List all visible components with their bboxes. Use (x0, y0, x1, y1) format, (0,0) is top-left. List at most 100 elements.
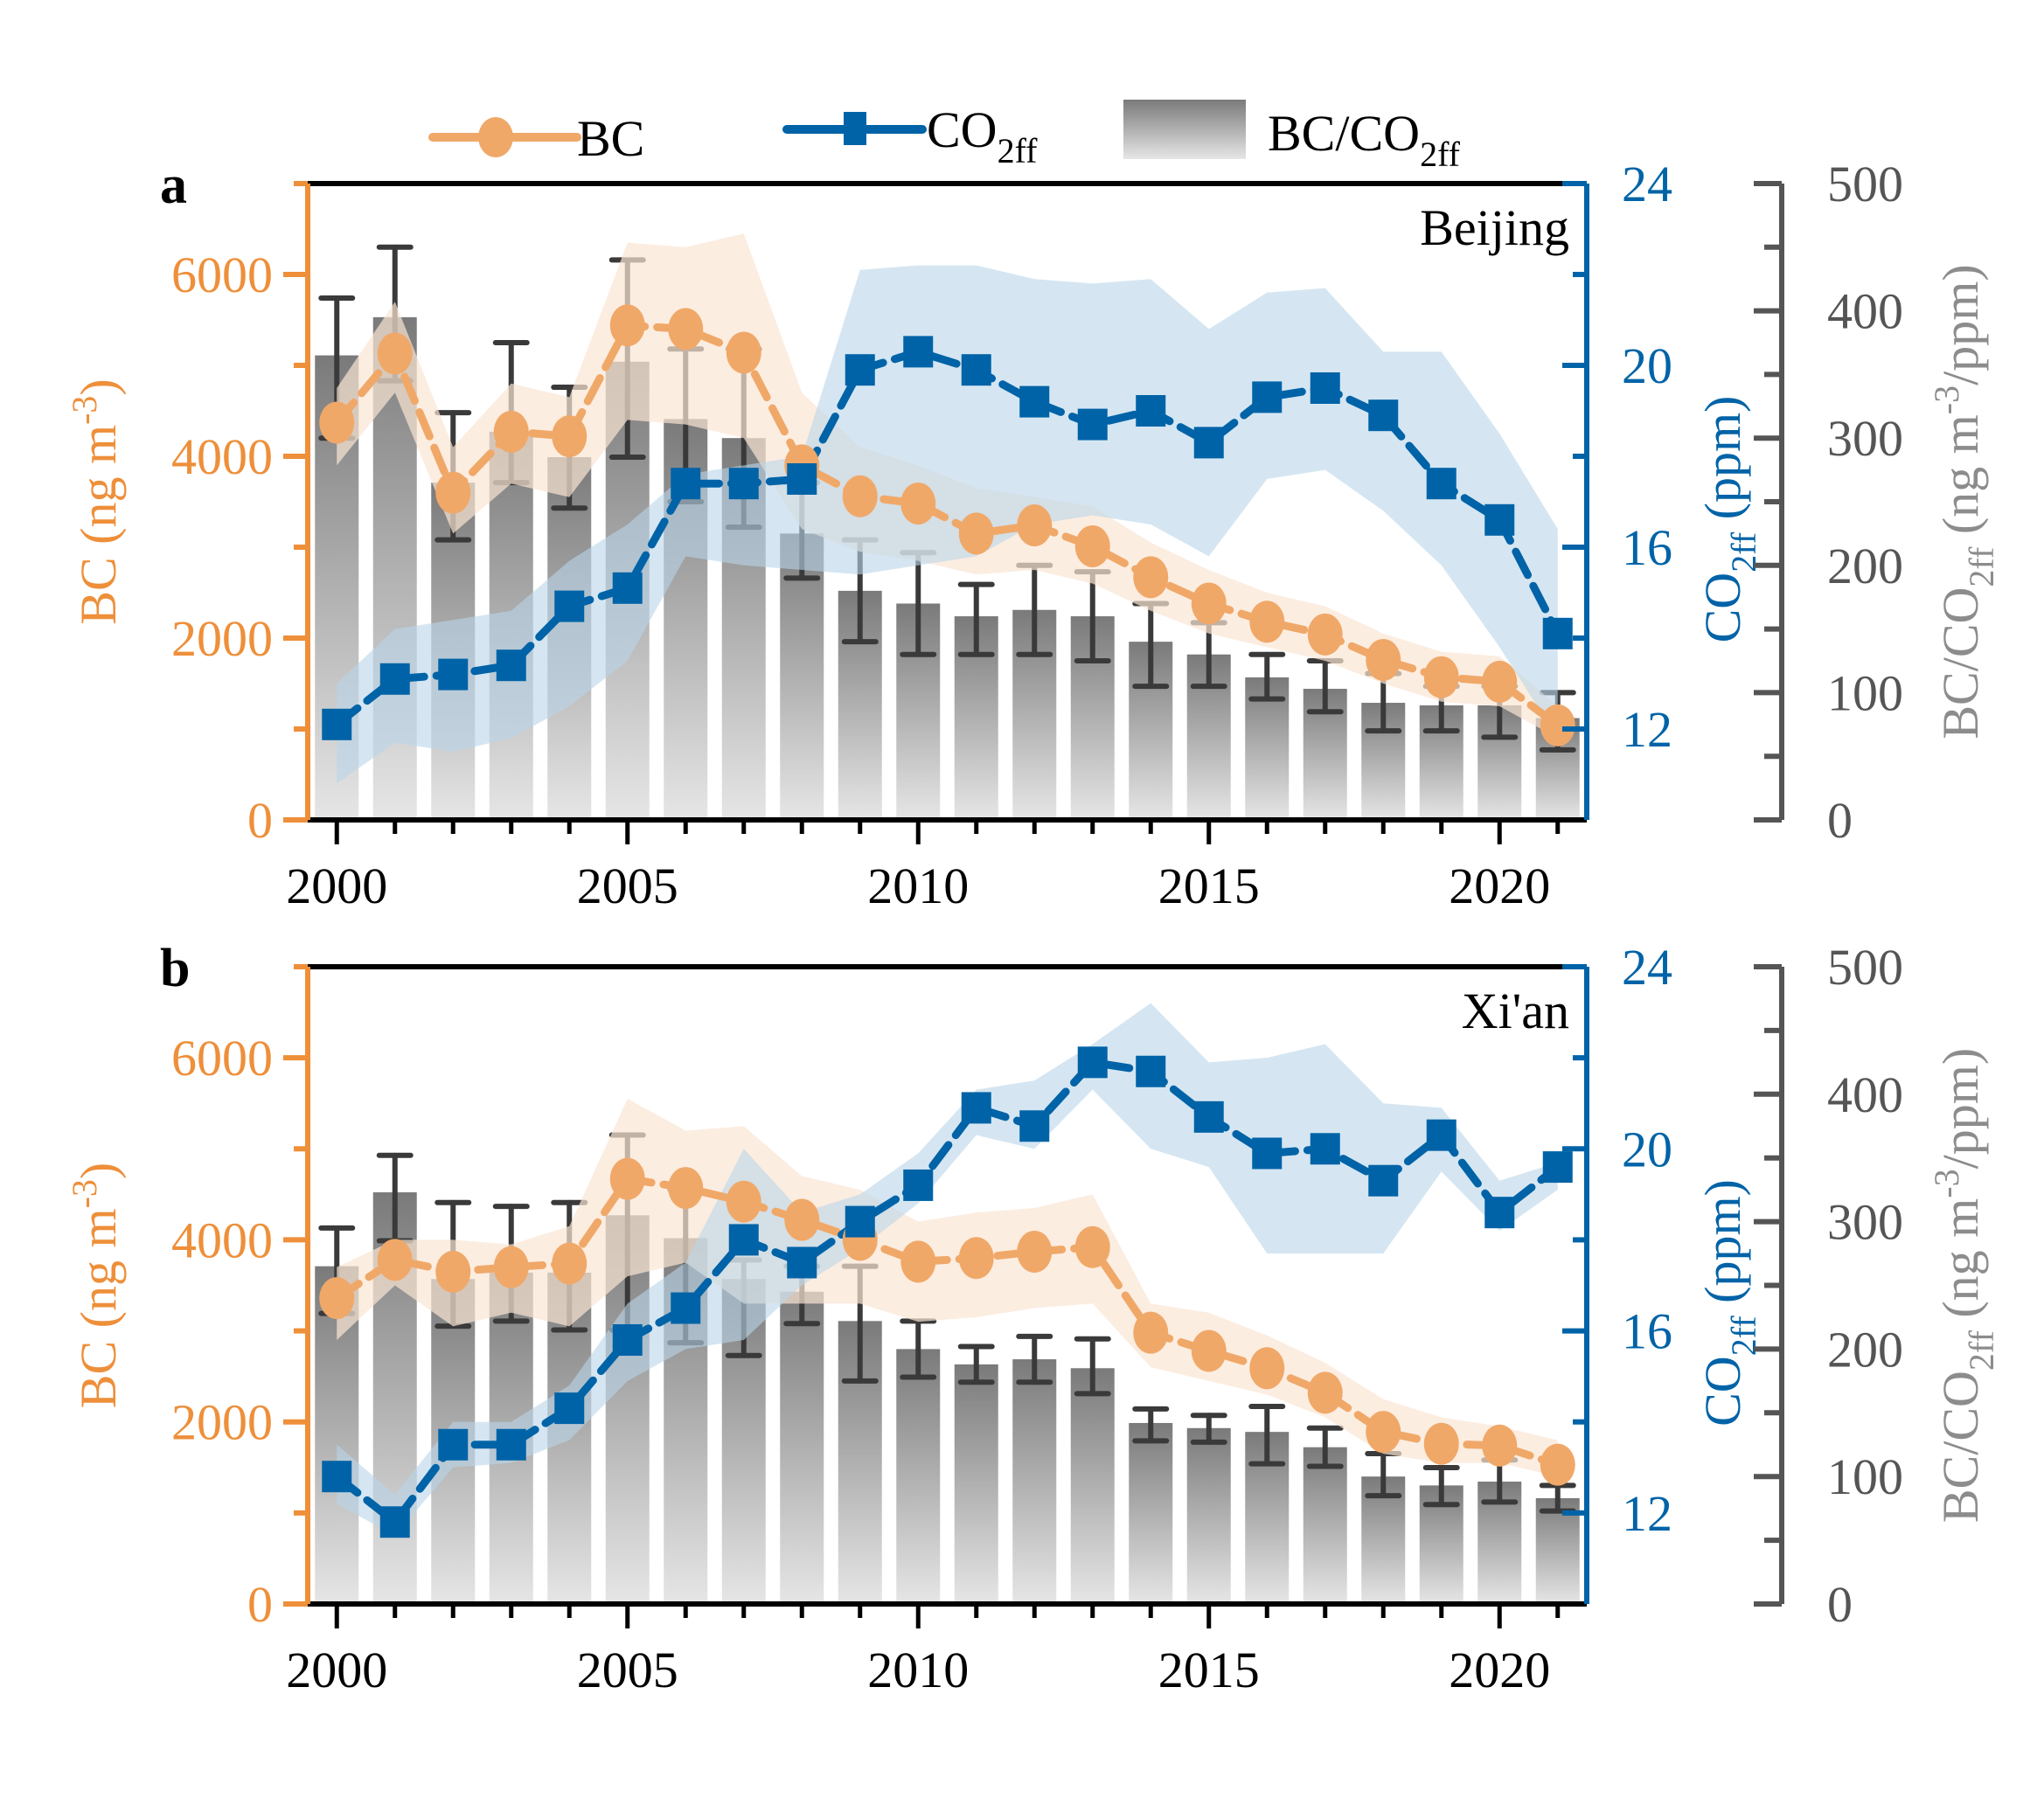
ratio-tick-label: 300 (1827, 1194, 1903, 1251)
bc-point-2002 (435, 1250, 471, 1293)
bc-axis-title-sup: -3 (65, 396, 104, 425)
co2ff-point-2007 (728, 1224, 759, 1256)
co2ff-axis-title: CO2ff (ppm) (1694, 1179, 1763, 1427)
ratio-tick-label: 300 (1827, 410, 1903, 467)
bc-point-2009 (842, 475, 878, 517)
ratio-tick-label: 200 (1827, 538, 1903, 594)
bc-tick-label: 4000 (171, 1212, 273, 1268)
co2ff-point-2020 (1484, 503, 1515, 536)
ratio-tick-label: 0 (1827, 1576, 1853, 1633)
co2ff-point-2013 (1077, 408, 1108, 441)
ratio-tick-label: 500 (1827, 939, 1903, 996)
bc-point-2006 (668, 1167, 704, 1210)
bc-tick-label: 2000 (171, 610, 273, 667)
ratio-tick-label: 200 (1827, 1321, 1903, 1378)
co2ff-point-2019 (1426, 1119, 1457, 1151)
bc-point-2012 (1017, 504, 1053, 547)
bc-point-2017 (1307, 613, 1343, 656)
legend-item-bc: BC (428, 110, 644, 167)
bc-line (332, 321, 1562, 730)
ratio-bar-2010 (896, 1349, 941, 1604)
co2ff-point-2018 (1368, 399, 1399, 432)
ratio-errorbar-2013 (1074, 1336, 1111, 1397)
co2ff-point-2014 (1136, 1055, 1166, 1087)
city-label: Beijing (1420, 199, 1569, 256)
co2ff-point-2009 (845, 1205, 875, 1238)
ratio-bar-2021 (1535, 1497, 1580, 1604)
legend-co2ff-marker (844, 112, 866, 145)
legend-item-ratio: BC/CO2ff (1123, 100, 1461, 174)
co2ff-tick-label: 20 (1622, 337, 1672, 394)
ratio-bar-2013 (1070, 1368, 1115, 1604)
bc-markers (319, 1157, 1575, 1486)
legend-co2ff-label: CO2ff (927, 101, 1038, 170)
ratio-axis-title-end: /ppm) (1932, 1048, 1989, 1170)
ratio-tick-label: 500 (1827, 156, 1903, 212)
co2ff-point-2020 (1484, 1197, 1515, 1229)
bc-axis-title-main: BC (ng m (70, 1208, 127, 1408)
ratio-axis-title: BC/CO2ff (ng m-3/ppm) (1927, 264, 2001, 739)
bc-point-2019 (1423, 656, 1459, 698)
ratio-tick-label: 400 (1827, 1066, 1903, 1123)
x-tick-label: 2010 (867, 1642, 969, 1698)
bc-point-2015 (1191, 1330, 1227, 1372)
co2ff-point-2000 (322, 1461, 352, 1493)
ratio-errorbar-2012 (1016, 1333, 1053, 1385)
bc-point-2007 (726, 331, 761, 374)
bc-line (332, 1174, 1562, 1469)
co2ff-point-2004 (554, 1392, 585, 1425)
ratio-axis-title-main: BC/CO (1932, 1371, 1989, 1523)
panel-label: a (160, 156, 187, 215)
bc-axis-title-main: BC (ng m (70, 425, 127, 625)
panel-label: b (160, 939, 190, 998)
co2ff-point-2016 (1252, 381, 1283, 413)
co2ff-point-2006 (671, 1292, 701, 1324)
bc-point-2016 (1249, 601, 1285, 643)
co2ff-point-2015 (1193, 427, 1224, 459)
legend-item-co2ff: CO2ff (782, 101, 1038, 170)
bc-point-2010 (900, 1240, 936, 1283)
bc-point-2000 (319, 401, 355, 444)
bc-point-2007 (726, 1180, 761, 1223)
ratio-errorbar-2014 (1132, 1406, 1170, 1444)
bc-point-2021 (1540, 1443, 1575, 1486)
bc-point-2014 (1133, 556, 1169, 599)
legend-bc-label: BC (577, 110, 644, 167)
bc-point-2017 (1307, 1371, 1343, 1414)
ratio-tick-label: 100 (1827, 1448, 1903, 1505)
ratio-axis-title-mid: (ng m (1932, 1198, 1989, 1330)
co2ff-point-2001 (379, 663, 410, 695)
co2ff-point-2003 (496, 1428, 526, 1461)
co2ff-point-2001 (379, 1506, 410, 1538)
bc-point-2018 (1366, 638, 1401, 681)
bc-axis-title-end: ) (70, 378, 127, 395)
ratio-axis-title-sub: 2ff (1962, 546, 2001, 587)
bc-point-2015 (1191, 582, 1227, 625)
co2ff-tick-label: 16 (1622, 1303, 1672, 1360)
co2ff-point-2009 (845, 354, 875, 386)
ratio-bar-2017 (1303, 1447, 1347, 1604)
co2ff-point-2015 (1193, 1100, 1224, 1133)
co2ff-axis-title-main: CO (1694, 1356, 1751, 1427)
x-tick-label: 2015 (1158, 857, 1260, 914)
co2ff-point-2010 (903, 336, 934, 368)
ratio-errorbar-2011 (957, 581, 995, 657)
bc-axis-title: BC (ng m-3) (65, 1163, 127, 1408)
co2ff-line (332, 1058, 1562, 1528)
bc-point-2000 (319, 1277, 355, 1320)
co2ff-point-2005 (612, 572, 643, 604)
legend-ratio-swatch (1123, 100, 1246, 159)
x-tick-label: 2000 (286, 857, 387, 914)
ratio-axis-title-sup: -3 (1927, 1169, 1966, 1198)
bc-tick-label: 0 (247, 1576, 273, 1633)
ratio-bar-2008 (780, 533, 824, 820)
bc-point-2001 (377, 1239, 413, 1281)
x-tick-label: 2020 (1449, 1642, 1550, 1698)
ratio-bar-2014 (1129, 1422, 1173, 1604)
co2ff-tick-label: 12 (1622, 1485, 1672, 1542)
co2ff-point-2011 (961, 354, 991, 386)
co2ff-point-2021 (1542, 617, 1573, 649)
